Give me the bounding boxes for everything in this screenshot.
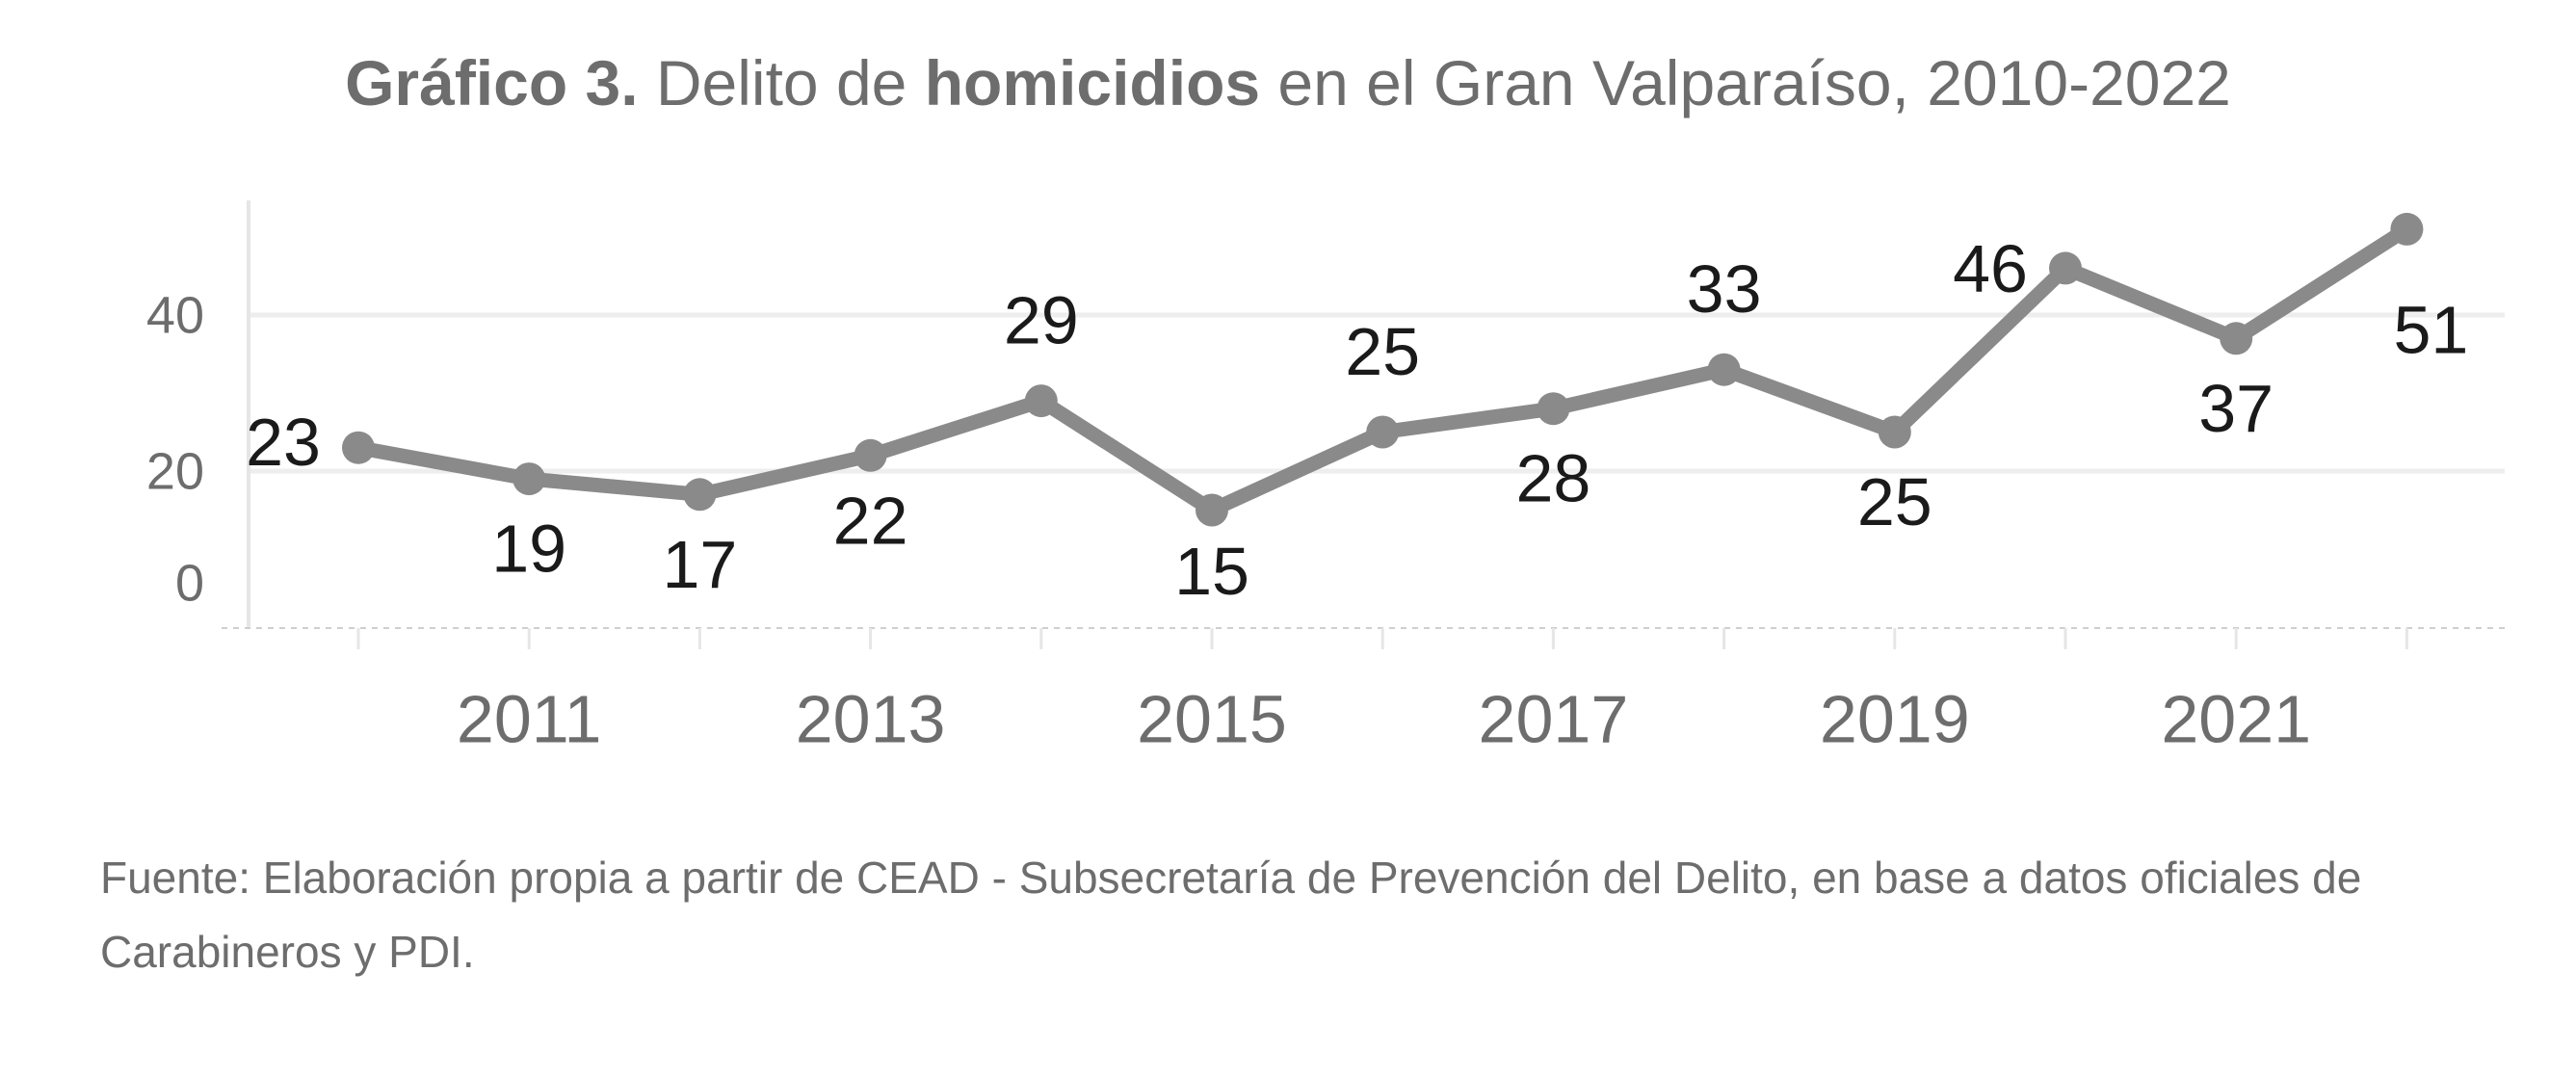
x-tick-label-2013: 2013 <box>796 681 946 756</box>
data-label-2015: 15 <box>1174 534 1249 609</box>
x-tick-label-2017: 2017 <box>1479 681 1629 756</box>
series-homicidios <box>342 212 2424 527</box>
data-point-2020 <box>2049 251 2082 285</box>
data-labels: 23 19 17 22 29 15 25 28 33 25 46 37 51 <box>246 231 2468 609</box>
data-point-2014 <box>1024 384 1058 418</box>
title-prefix: Gráfico 3. <box>345 47 639 118</box>
x-tick-label-2015: 2015 <box>1137 681 1287 756</box>
data-label-2017: 28 <box>1515 441 1590 516</box>
data-point-2019 <box>1878 415 1911 449</box>
data-point-2010 <box>342 431 375 464</box>
data-point-2015 <box>1196 493 1228 527</box>
axes: 0 20 40 2011 2013 2015 2017 2019 2021 <box>146 200 2505 756</box>
data-label-2013: 22 <box>833 483 908 558</box>
data-label-2010: 23 <box>246 405 321 480</box>
line-chart: 0 20 40 2011 2013 2015 2017 2019 2021 23 19 17 22 29… <box>146 200 2505 756</box>
data-label-2022: 51 <box>2393 292 2468 367</box>
gridlines <box>249 312 2505 474</box>
data-label-2011: 19 <box>491 512 566 587</box>
y-tick-label-0: 0 <box>175 554 204 612</box>
data-label-2018: 33 <box>1687 251 1762 327</box>
data-label-2021: 37 <box>2198 371 2274 446</box>
x-tick-label-2011: 2011 <box>457 681 602 756</box>
title-part2: en el Gran Valparaíso, 2010-2022 <box>1260 47 2231 118</box>
data-point-2011 <box>513 462 546 496</box>
y-tick-label-20: 20 <box>146 442 204 500</box>
data-label-2014: 29 <box>1004 283 1079 358</box>
chart-title: Gráfico 3. Delito de homicidios en el Gr… <box>0 46 2576 119</box>
title-part1: Delito de <box>638 47 925 118</box>
data-label-2016: 25 <box>1345 314 1420 389</box>
source-note: Fuente: Elaboración propia a partir de C… <box>100 853 2362 977</box>
x-tick-label-2019: 2019 <box>1820 681 1970 756</box>
data-point-2021 <box>2220 322 2253 355</box>
data-point-2012 <box>683 478 717 512</box>
data-point-2016 <box>1366 415 1400 449</box>
x-tick-label-2021: 2021 <box>2161 681 2311 756</box>
y-tick-label-40: 40 <box>146 286 204 344</box>
data-point-2013 <box>854 438 887 472</box>
data-label-2020: 46 <box>1953 231 2028 306</box>
data-point-2022 <box>2390 212 2424 246</box>
data-point-2017 <box>1537 392 1570 426</box>
data-label-2012: 17 <box>662 527 737 602</box>
data-label-2019: 25 <box>1857 464 1932 539</box>
data-point-2018 <box>1707 353 1741 386</box>
title-emphasis: homicidios <box>924 47 1261 118</box>
